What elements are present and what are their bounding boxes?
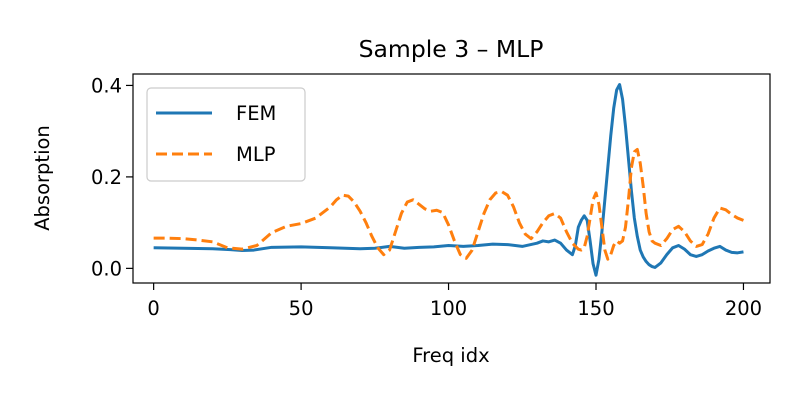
x-axis: 0 50 100 150 200: [147, 283, 762, 320]
x-tick-label: 100: [430, 297, 467, 320]
y-axis: 0.0 0.2 0.4: [91, 74, 133, 280]
series-line-mlp: [153, 147, 745, 261]
y-axis-label: Absorption: [31, 125, 54, 231]
series-line-fem: [153, 83, 744, 277]
series-layer: [153, 83, 745, 277]
x-tick-label: 50: [289, 297, 314, 320]
legend: FEM MLP: [146, 87, 306, 182]
y-tick-label: 0.4: [91, 74, 122, 97]
y-tick-label: 0.2: [91, 166, 122, 189]
legend-label-fem: FEM: [236, 102, 276, 125]
y-tick-label: 0.0: [91, 257, 122, 280]
plot-frame: [132, 73, 771, 284]
x-tick-label: 150: [577, 297, 614, 320]
chart-title: Sample 3 – MLP: [359, 35, 544, 63]
legend-label-mlp: MLP: [236, 143, 276, 166]
x-tick-label: 200: [725, 297, 762, 320]
legend-box: [146, 87, 306, 182]
x-tick-label: 0: [147, 297, 159, 320]
x-axis-label: Freq idx: [412, 344, 489, 367]
